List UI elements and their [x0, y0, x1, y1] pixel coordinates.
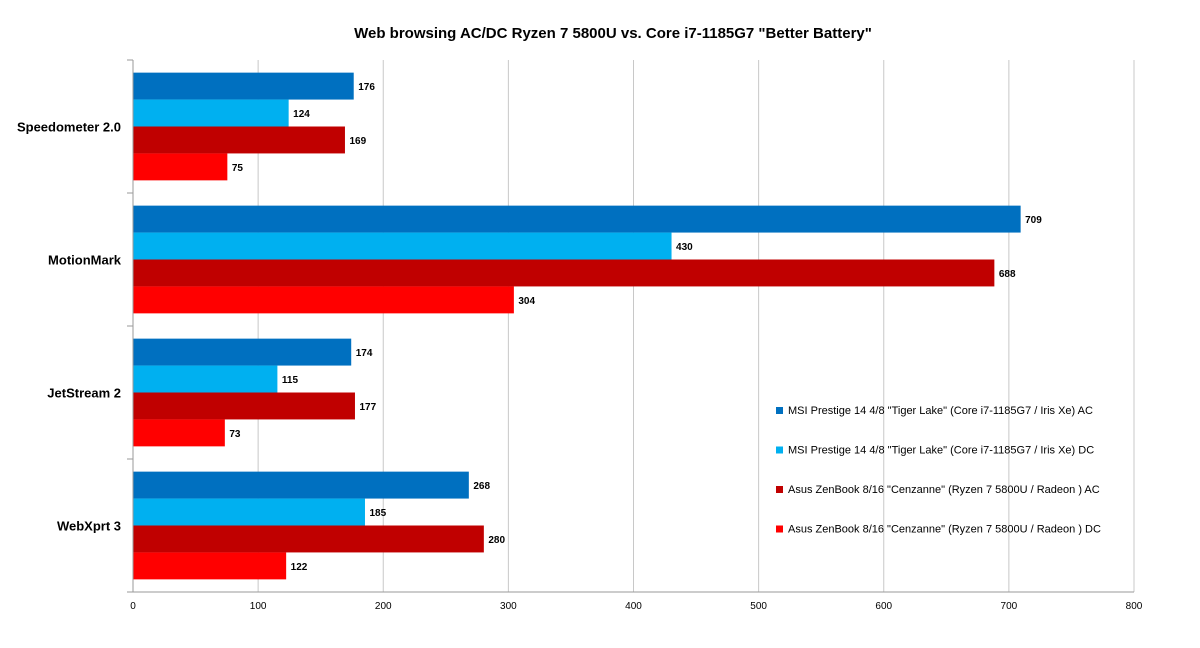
chart-title: Web browsing AC/DC Ryzen 7 5800U vs. Cor… [354, 25, 872, 42]
bar [133, 232, 672, 260]
data-labels: 176 124 169 75 709 430 688 304 174 115 177 73 268 185… [229, 82, 1042, 573]
x-tick-label: 300 [500, 601, 517, 612]
category-label: WebXprt 3 [57, 519, 121, 534]
data-label: 177 [359, 402, 376, 413]
bar [133, 338, 352, 366]
bar [133, 365, 278, 393]
data-label: 280 [488, 535, 505, 546]
legend-label: Asus ZenBook 8/16 "Cenzanne" (Ryzen 7 58… [788, 484, 1100, 496]
category-label: MotionMark [48, 253, 122, 268]
bars [133, 72, 1021, 580]
bar [133, 205, 1021, 233]
legend-swatch [776, 407, 783, 414]
x-tick-label: 800 [1126, 601, 1143, 612]
bar [133, 72, 354, 100]
legend: MSI Prestige 14 4/8 "Tiger Lake" (Core i… [776, 405, 1101, 536]
x-tick-label: 100 [250, 601, 267, 612]
category-label: JetStream 2 [47, 386, 121, 401]
data-label: 304 [518, 296, 535, 307]
legend-swatch [776, 525, 783, 533]
data-label: 75 [232, 163, 244, 174]
x-tick-label: 600 [875, 601, 892, 612]
x-tick-label: 700 [1001, 601, 1018, 612]
legend-label: MSI Prestige 14 4/8 "Tiger Lake" (Core i… [788, 405, 1093, 417]
bar [133, 286, 514, 314]
bar [133, 552, 287, 580]
data-label: 169 [349, 136, 366, 147]
data-label: 176 [358, 82, 375, 93]
bar [133, 498, 365, 526]
category-label: Speedometer 2.0 [17, 120, 121, 135]
data-label: 709 [1025, 215, 1042, 226]
bar [133, 153, 228, 181]
x-tick-label: 200 [375, 601, 392, 612]
legend-swatch [776, 486, 783, 493]
data-label: 688 [999, 269, 1016, 280]
x-tick-label: 0 [130, 601, 136, 612]
data-label: 73 [229, 429, 241, 440]
x-tick-label: 500 [750, 601, 767, 612]
bar [133, 126, 345, 154]
x-tick-label: 400 [625, 601, 642, 612]
legend-swatch [776, 446, 783, 454]
bar [133, 99, 289, 127]
legend-label: Asus ZenBook 8/16 "Cenzanne" (Ryzen 7 58… [788, 524, 1101, 536]
data-label: 268 [473, 481, 490, 492]
bar [133, 259, 995, 287]
axes: 0 100 200 300 400 500 600 700 800 Speedometer 2.0… [17, 59, 1143, 612]
legend-label: MSI Prestige 14 4/8 "Tiger Lake" (Core i… [788, 445, 1094, 457]
bar [133, 471, 469, 499]
data-label: 430 [676, 242, 693, 253]
data-label: 115 [282, 375, 299, 386]
gridlines [257, 60, 1135, 592]
bar [133, 419, 225, 447]
data-label: 185 [369, 508, 386, 519]
data-label: 122 [291, 562, 308, 573]
bar [133, 525, 484, 553]
data-label: 174 [356, 348, 373, 359]
bar [133, 392, 355, 420]
data-label: 124 [293, 109, 310, 120]
